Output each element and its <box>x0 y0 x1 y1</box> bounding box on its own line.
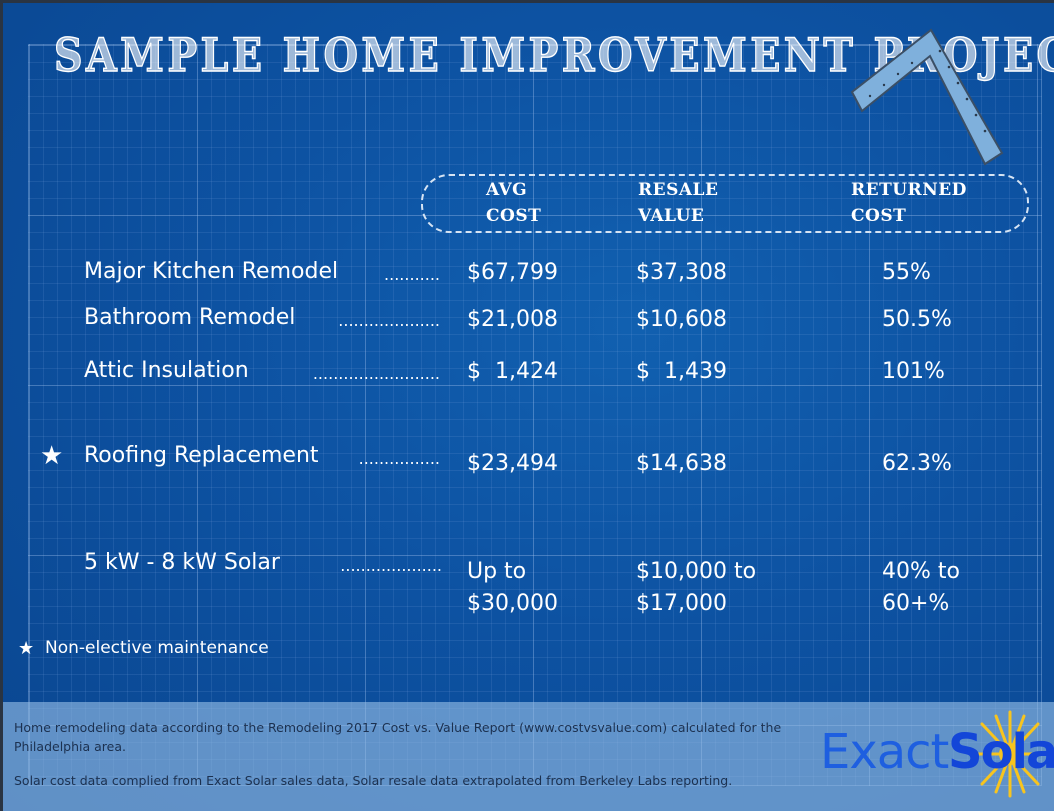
logo-text-solar: Solar <box>948 724 1054 780</box>
leader-dots: ......................... <box>312 364 440 383</box>
legend-star-icon: ★ <box>18 638 35 659</box>
footer-note-remodeling: Home remodeling data according to the Re… <box>14 720 782 754</box>
header-resale-value: RESALE VALUE <box>638 177 718 229</box>
cell-returned-cost: 55% <box>882 260 931 285</box>
blueprint-grid <box>28 44 1042 786</box>
logo-text-exact: Exact <box>820 724 949 780</box>
leader-dots: .................... <box>340 556 442 575</box>
row-label-attic: Attic Insulation <box>84 358 249 383</box>
cell-resale-value: $14,638 <box>636 451 727 476</box>
cell-avg-cost: Up to $30,000 <box>467 559 558 616</box>
row-label-solar: 5 kW - 8 kW Solar <box>84 550 280 575</box>
cell-resale-value: $ 1,439 <box>636 359 727 384</box>
header-line: RETURNED <box>851 180 967 200</box>
cell-returned-cost: 50.5% <box>882 307 952 332</box>
cell-resale-value: $37,308 <box>636 260 727 285</box>
cell-returned-cost: 62.3% <box>882 451 952 476</box>
cell-avg-cost: $23,494 <box>467 451 558 476</box>
star-icon: ★ <box>40 441 64 471</box>
cell-resale-value: $10,608 <box>636 307 727 332</box>
cell-avg-cost: $ 1,424 <box>467 359 558 384</box>
legend-text: Non-elective maintenance <box>45 638 269 658</box>
header-returned-cost: RETURNED COST <box>851 177 967 229</box>
cell-resale-value: $10,000 to $17,000 <box>636 559 757 616</box>
sun-icon <box>970 710 1050 798</box>
footer-note-solar: Solar cost data complied from Exact Sola… <box>14 773 733 788</box>
frame-edge-left <box>0 0 3 811</box>
frame-edge-top <box>0 0 1054 3</box>
column-header-frame <box>421 174 1029 233</box>
header-line: AVG <box>486 180 528 200</box>
header-line: VALUE <box>638 206 705 226</box>
cell-returned-cost: 40% to 60+% <box>882 559 960 616</box>
header-line: COST <box>851 206 907 226</box>
header-line: RESALE <box>638 180 719 200</box>
footer-panel <box>3 702 1054 811</box>
carpenter-square-icon <box>850 28 1004 166</box>
leader-dots: ........... <box>384 265 440 284</box>
row-label-kitchen: Major Kitchen Remodel <box>84 259 339 284</box>
leader-dots: .................... <box>338 311 440 330</box>
header-avg-cost: AVG COST <box>486 177 541 229</box>
cell-returned-cost: 101% <box>882 359 945 384</box>
header-line: COST <box>486 206 542 226</box>
row-label-roofing: Roofing Replacement <box>84 443 319 468</box>
cell-avg-cost: $21,008 <box>467 307 558 332</box>
leader-dots: ................ <box>358 449 440 468</box>
row-label-bathroom: Bathroom Remodel <box>84 305 296 330</box>
exact-solar-logo: Exact Solar <box>818 710 1054 800</box>
cell-avg-cost: $67,799 <box>467 260 558 285</box>
